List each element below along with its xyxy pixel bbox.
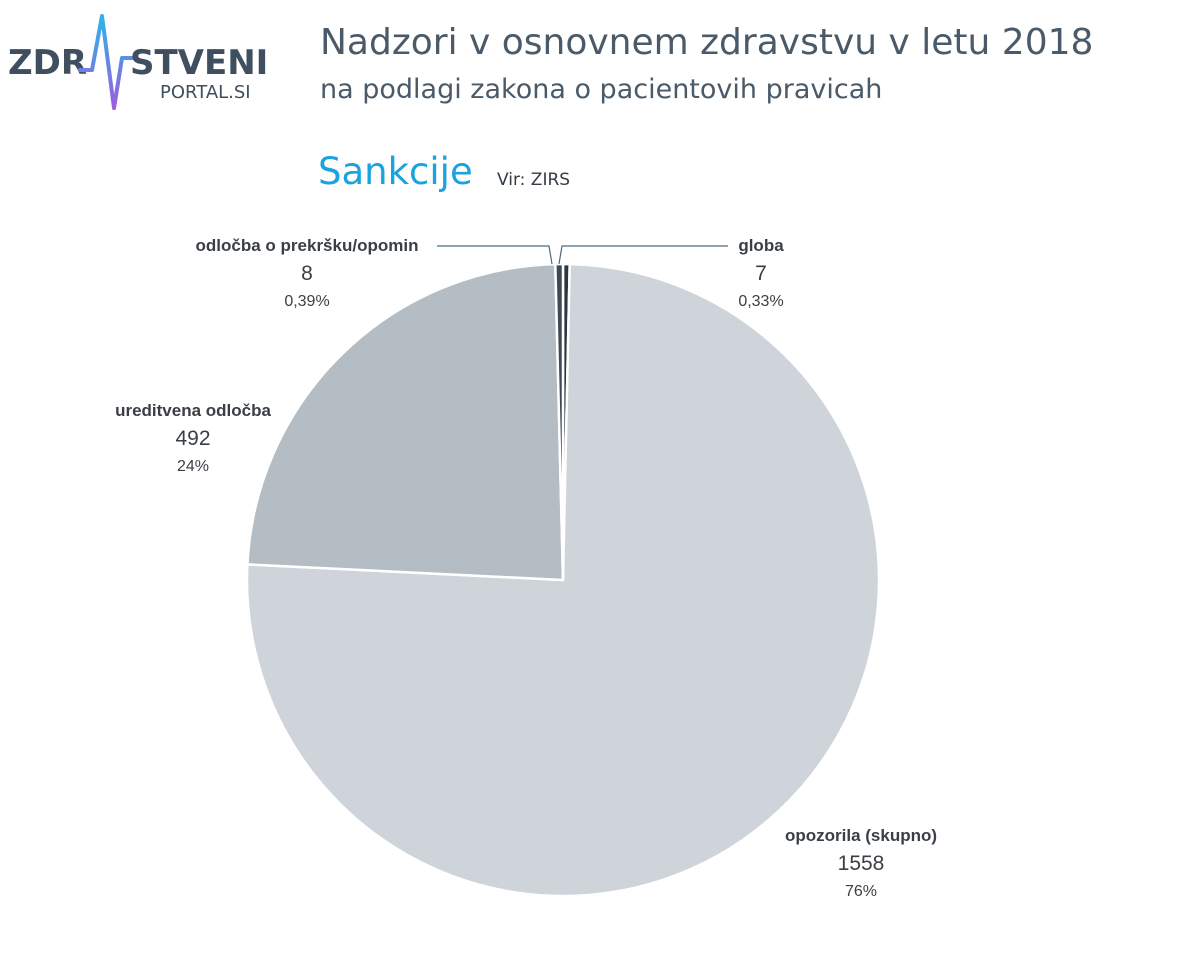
pulse-icon	[78, 14, 134, 110]
label-name-ureditvena: ureditvena odločba	[115, 401, 271, 420]
label-value-odlocba: 8	[301, 262, 313, 285]
leader-line-globa	[558, 245, 728, 265]
label-percent-globa: 0,33%	[738, 293, 783, 310]
label-value-ureditvena: 492	[175, 427, 210, 450]
label-value-globa: 7	[755, 262, 767, 285]
label-value-opozorila: 1558	[838, 852, 885, 875]
page-title: Nadzori v osnovnem zdravstvu v letu 2018	[320, 22, 1094, 63]
label-name-globa: globa	[738, 236, 784, 255]
logo-text-part2: STVENI	[130, 43, 268, 83]
label-name-odlocba: odločba o prekršku/opomin	[196, 236, 419, 255]
page-subtitle: na podlagi zakona o pacientovih pravicah	[320, 74, 883, 105]
logo-subtext: PORTAL.SI	[160, 82, 251, 103]
chart-title: Sankcije	[318, 150, 473, 193]
leader-line-odlocba	[437, 245, 553, 265]
pie-slices	[245, 262, 881, 898]
zdravstveni-portal-logo: ZDR STVENI PORTAL.SI	[8, 14, 268, 110]
label-name-opozorila: opozorila (skupno)	[785, 826, 937, 845]
leader-lines	[437, 245, 728, 265]
source-note: Vir: ZIRS	[497, 170, 571, 190]
logo-text-part1: ZDR	[8, 43, 87, 83]
label-percent-odlocba: 0,39%	[284, 293, 329, 310]
label-percent-ureditvena: 24%	[177, 458, 209, 475]
label-percent-opozorila: 76%	[845, 883, 877, 900]
data-labels: odločba o prekršku/opomin 8 0,39% globa …	[115, 236, 937, 900]
pie-slice-ureditvena	[246, 262, 565, 582]
